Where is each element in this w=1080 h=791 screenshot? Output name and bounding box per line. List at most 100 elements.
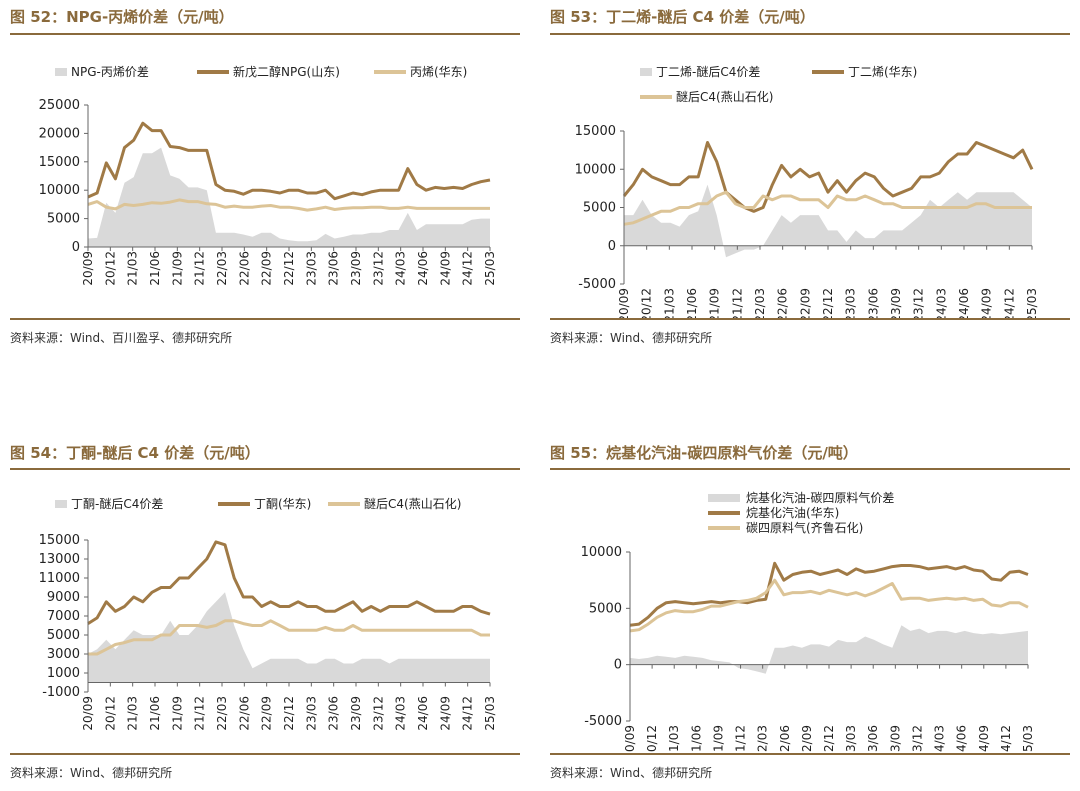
legend-label-spread: 丁酮-醚后C4价差 — [71, 497, 163, 511]
x-tick-label: 21/09 — [170, 251, 184, 286]
y-tick-label: 5000 — [589, 601, 622, 616]
x-tick-label: 24/09 — [438, 696, 452, 731]
y-tick-label: 15000 — [39, 533, 80, 548]
y-tick-label: 9000 — [47, 590, 80, 605]
legend-swatch-light-line — [374, 70, 406, 74]
legend-label-spread: NPG-丙烯价差 — [71, 65, 149, 79]
y-tick-label: 10000 — [575, 162, 616, 177]
x-tick-label: 25/03 — [1025, 288, 1039, 320]
legend-swatch-area — [55, 500, 67, 508]
chart-panel-52: 图 52：NPG-丙烯价差（元/吨） NPG-丙烯价差 新戊二醇NPG(山东) … — [10, 0, 520, 350]
x-tick-label: 22/12 — [282, 696, 296, 731]
x-tick-label: 22/06 — [237, 696, 251, 731]
x-tick-label: 23/09 — [349, 251, 363, 286]
x-tick-label: 22/12 — [821, 288, 835, 320]
x-tick-label: 22/12 — [822, 725, 836, 755]
plot-area: -5000 0 5000 10000 15000 20/09 20/12 21/03 21/06… — [575, 124, 1039, 320]
x-tick-label: 23/06 — [327, 696, 341, 731]
legend-label-c4-feed: 碳四原料气(齐鲁石化) — [746, 520, 863, 535]
series-area — [630, 625, 1028, 674]
y-tick-label: -1000 — [42, 685, 80, 700]
source-rule — [10, 753, 520, 755]
legend-label-mek: 丁酮(华东) — [254, 497, 311, 511]
chart-panel-54: 图 54：丁酮-醚后 C4 价差（元/吨） 丁酮-醚后C4价差 丁酮(华东) 醚… — [10, 437, 520, 791]
chart-source: 资料来源：Wind、德邦研究所 — [10, 766, 173, 780]
x-tick-label: 24/12 — [461, 251, 475, 286]
x-tick-label: 21/09 — [170, 696, 184, 731]
legend-label-butadiene: 丁二烯(华东) — [848, 65, 917, 79]
x-tick-label: 25/03 — [483, 251, 497, 286]
x-tick-label: 25/03 — [1021, 725, 1035, 755]
x-tick-label: 24/12 — [1002, 288, 1016, 320]
x-tick-label: 21/12 — [734, 725, 748, 755]
series-line — [629, 561, 1029, 627]
y-tick-label: 15000 — [39, 155, 80, 170]
chart-svg: NPG-丙烯价差 新戊二醇NPG(山东) 丙烯(华东) 0 5000 10000 15… — [39, 64, 497, 286]
x-tick-label: 22/09 — [260, 251, 274, 286]
y-tick-label: 7000 — [47, 609, 80, 624]
x-tick-label: 21/06 — [689, 725, 703, 755]
x-tick-label: 21/06 — [148, 251, 162, 286]
x-tick-label: 23/03 — [304, 696, 318, 731]
legend-label-c4: 醚后C4(燕山石化) — [676, 90, 773, 104]
y-tick-label: 10000 — [581, 545, 622, 560]
x-tick-label: 21/03 — [126, 696, 140, 731]
chart-title: 图 52：NPG-丙烯价差（元/吨） — [10, 8, 234, 26]
x-tick-label: 23/03 — [304, 251, 318, 286]
legend-label-propylene: 丙烯(华东) — [410, 65, 467, 79]
x-tick-label: 24/06 — [416, 251, 430, 286]
x-tick-label: 22/09 — [260, 696, 274, 731]
plot-area: 0 5000 10000 15000 20000 25000 20/09 20/12 21/03… — [39, 98, 497, 286]
y-tick-label: -5000 — [584, 714, 622, 729]
x-tick-label: 24/09 — [980, 288, 994, 320]
source-rule — [550, 753, 1070, 755]
y-tick-label: -5000 — [578, 277, 616, 292]
series-line — [629, 578, 1029, 633]
chart-title: 图 55：烷基化汽油-碳四原料气价差（元/吨） — [550, 444, 858, 462]
chart-svg: 丁酮-醚后C4价差 丁酮(华东) 醚后C4(燕山石化) -1000 1000 300… — [39, 497, 497, 731]
x-tick-label: 23/12 — [371, 696, 385, 731]
x-tick-label: 24/03 — [394, 696, 408, 731]
y-tick-label: 11000 — [39, 571, 80, 586]
x-tick-label: 21/09 — [708, 288, 722, 320]
series-line — [88, 619, 490, 656]
legend-swatch-area — [708, 494, 740, 502]
x-tick-label: 24/03 — [394, 251, 408, 286]
x-tick-label: 24/06 — [957, 288, 971, 320]
legend-swatch-area — [640, 68, 652, 76]
x-tick-label: 24/12 — [999, 725, 1013, 755]
legend-label-spread: 丁二烯-醚后C4价差 — [656, 65, 760, 79]
y-tick-label: 0 — [608, 239, 616, 254]
chart-source: 资料来源：Wind、德邦研究所 — [550, 331, 713, 345]
x-tick-label: 23/12 — [912, 288, 926, 320]
series-line — [622, 141, 1034, 213]
x-tick-label: 22/03 — [756, 725, 770, 755]
series-area — [88, 592, 490, 683]
chart-panel-53: 图 53：丁二烯-醚后 C4 价差（元/吨） 丁二烯-醚后C4价差 丁二烯(华东… — [550, 0, 1070, 350]
title-rule — [550, 468, 1070, 470]
x-tick-label: 23/09 — [349, 696, 363, 731]
legend-label-spread: 烷基化汽油-碳四原料气价差 — [746, 490, 894, 505]
x-tick-label: 20/12 — [645, 725, 659, 755]
y-tick-label: 20000 — [39, 126, 80, 141]
y-tick-label: 5000 — [47, 212, 80, 227]
legend-swatch-light-line — [328, 502, 360, 506]
series-area — [88, 147, 490, 247]
x-tick-label: 22/03 — [215, 696, 229, 731]
chart-svg: 丁二烯-醚后C4价差 丁二烯(华东) 醚后C4(燕山石化) -5000 0 5000… — [575, 65, 1039, 320]
x-tick-label: 24/03 — [934, 288, 948, 320]
y-tick-label: 0 — [614, 658, 622, 673]
y-tick-label: 15000 — [575, 124, 616, 139]
x-tick-label: 22/06 — [237, 251, 251, 286]
y-tick-label: 3000 — [47, 647, 80, 662]
x-tick-label: 23/06 — [327, 251, 341, 286]
series-line — [87, 121, 491, 201]
legend-swatch-light-line — [708, 526, 740, 530]
plot-area: -1000 1000 3000 5000 7000 9000 11000 13000 15000… — [39, 533, 497, 731]
title-rule — [550, 33, 1070, 35]
legend-swatch-dark-line — [708, 511, 740, 515]
x-tick-label: 20/12 — [640, 288, 654, 320]
y-tick-label: 5000 — [47, 628, 80, 643]
x-tick-label: 23/06 — [866, 288, 880, 320]
legend-label-gasoline: 烷基化汽油(华东) — [746, 505, 839, 520]
